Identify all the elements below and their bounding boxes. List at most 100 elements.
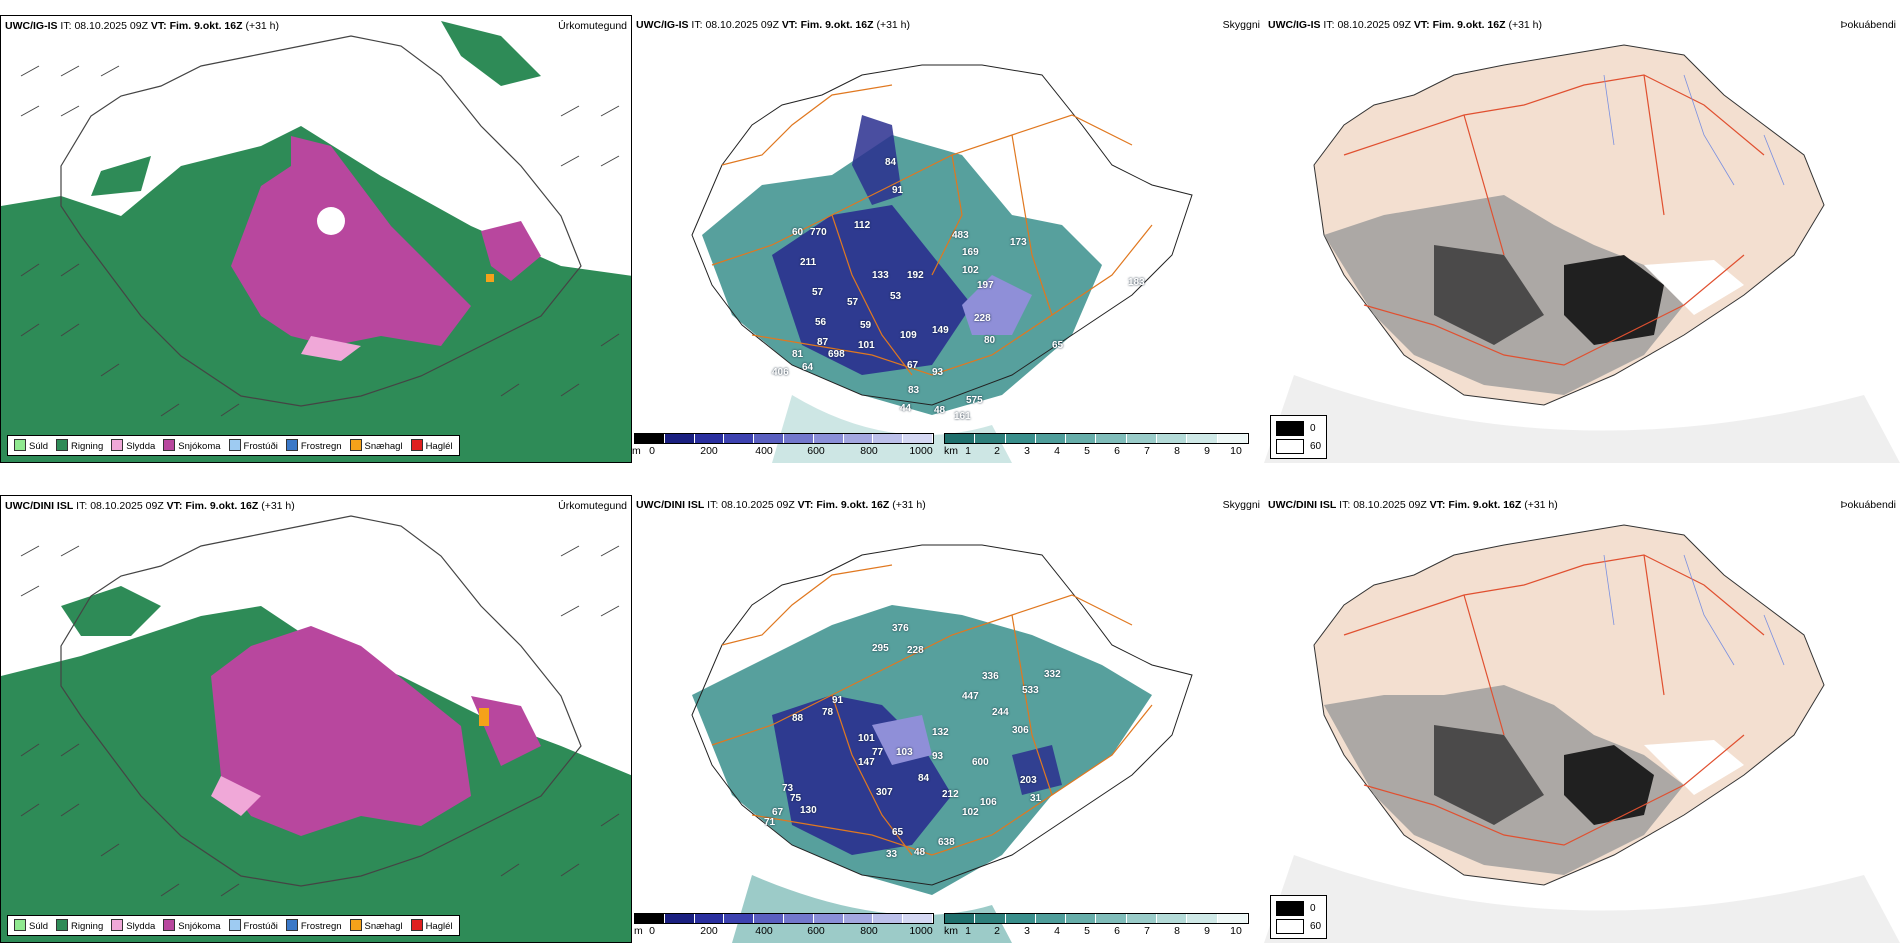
ceiling-label: 103 [896, 747, 913, 758]
ceiling-label: 112 [854, 220, 871, 231]
legend-hail: Haglél [410, 439, 453, 452]
panel-title: Úrkomutegund [558, 500, 627, 512]
snow-area [211, 626, 471, 836]
ceiling-label: 64 [802, 362, 814, 373]
ceiling-label: 78 [822, 707, 834, 718]
ceiling-label: 307 [876, 787, 893, 798]
legend-rain: Rigning [56, 919, 103, 932]
model-name: UWC/IG-IS [5, 20, 58, 32]
iceland-outline [60, 515, 582, 887]
legend-snow: Snjókoma [163, 439, 221, 452]
road-network [1343, 74, 1765, 366]
iceland-outline [691, 544, 1193, 886]
ceiling-label: 93 [932, 367, 944, 378]
panel-title: Skyggni [1222, 499, 1260, 511]
ceiling-label: 57 [847, 297, 859, 308]
legend-rain: Rigning [56, 439, 103, 452]
legend-freezing-rain: Frostregn [285, 919, 342, 932]
fog-clear-area [1644, 740, 1744, 795]
clear-spot [317, 207, 345, 235]
ceiling-label: 147 [858, 757, 875, 768]
panel-title: Þokuábendi [1840, 19, 1896, 31]
ceiling-label: 84 [885, 157, 897, 168]
valid-time: Fim. 9.okt. 16Z [185, 500, 259, 512]
legend-hail: Haglél [410, 919, 453, 932]
ceiling-label: 31 [1030, 793, 1042, 804]
ceiling-label: 575 [966, 395, 983, 406]
fog-dark-area [1564, 255, 1664, 345]
ceiling-unit: m [632, 445, 641, 457]
sea-fog [1264, 375, 1900, 463]
fog-map-svg [1264, 524, 1900, 943]
lead-time: (+31 h) [245, 20, 280, 32]
ceiling-label: 33 [886, 849, 898, 860]
rivers [1603, 74, 1785, 186]
ceiling-label: 406 [772, 367, 789, 378]
init-time: 08.10.2025 09Z [90, 500, 164, 512]
ceiling-label: 102 [962, 265, 979, 276]
ceiling-label: 211 [800, 257, 817, 268]
ceiling-label: 67 [907, 360, 919, 371]
snow-pellets-spot [479, 708, 489, 726]
ceiling-label: 228 [974, 313, 991, 324]
ceiling-label: 336 [982, 671, 999, 682]
ceiling-unit: m [634, 925, 643, 937]
map-header: UWC/IG-IS IT: 08.10.2025 09Z VT: Fim. 9.… [5, 20, 280, 32]
fog-index-map-dini: UWC/DINI ISL IT: 08.10.2025 09Z VT: Fim.… [1264, 495, 1900, 943]
ceiling-label: 212 [942, 789, 959, 800]
visibility-unit: km [944, 445, 958, 457]
ceiling-label: 87 [817, 337, 829, 348]
ceiling-label: 48 [914, 847, 926, 858]
ceiling-label: 53 [890, 291, 902, 302]
model-name: UWC/DINI ISL [5, 500, 74, 512]
sea-fog [1264, 855, 1900, 943]
ceiling-label: 91 [832, 695, 844, 706]
fog-dark-west [1434, 245, 1544, 345]
ceiling-label: 483 [952, 230, 969, 241]
ceiling-visibility-map-dini: UWC/DINI ISL IT: 08.10.2025 09Z VT: Fim.… [632, 495, 1264, 943]
road-network [1343, 554, 1765, 846]
road-network [711, 564, 1153, 856]
legend-freezing-rain: Frostregn [285, 439, 342, 452]
rivers [1603, 554, 1785, 666]
snow-area-east [481, 221, 541, 281]
ceiling-label: 101 [858, 340, 875, 351]
ceiling-label: 77 [872, 747, 884, 758]
ceiling-label: 106 [980, 797, 997, 808]
lead-time: (+31 h) [261, 500, 295, 512]
map-header: UWC/IG-IS IT: 08.10.2025 09Z VT: Fim. 9.… [636, 19, 911, 31]
ceiling-label: 81 [792, 349, 804, 360]
visibility-colorbar: km 1 2 3 4 5 6 7 8 9 10 [944, 433, 1249, 459]
ceiling-map-svg [691, 544, 1193, 943]
precip-type-map-igis: UWC/IG-IS IT: 08.10.2025 09Z VT: Fim. 9.… [0, 15, 632, 463]
ceiling-label: 91 [892, 185, 904, 196]
ceiling-label: 56 [815, 317, 827, 328]
legend-freezing-drizzle: Frostúði [228, 439, 278, 452]
ceiling-label: 149 [932, 325, 949, 336]
ceiling-label: 376 [892, 623, 909, 634]
ceiling-label: 48 [934, 405, 946, 416]
ceiling-label: 533 [1022, 685, 1039, 696]
ceiling-label: 57 [812, 287, 824, 298]
ceiling-label: 244 [992, 707, 1009, 718]
ceiling-label: 73 [782, 783, 794, 794]
panel-title: Úrkomutegund [558, 20, 627, 32]
visibility-colorbar: km 1 2 3 4 5 6 7 8 9 10 [944, 913, 1249, 939]
ceiling-label: 109 [900, 330, 917, 341]
precip-map-svg [1, 21, 631, 462]
fog-dark-area [1564, 745, 1654, 825]
map-header: UWC/DINI ISL IT: 08.10.2025 09Z VT: Fim.… [5, 500, 295, 512]
fog-legend: 0 60 [1270, 415, 1328, 459]
panel-title: Skyggni [1222, 19, 1260, 31]
init-time: 08.10.2025 09Z [74, 20, 148, 32]
ceiling-label: 60 [792, 227, 804, 238]
iceland-outline [691, 64, 1193, 406]
fog-legend: 0 60 [1270, 895, 1328, 939]
ceiling-label: 306 [1012, 725, 1029, 736]
ceiling-label: 102 [962, 807, 979, 818]
legend-drizzle: Súld [14, 919, 48, 932]
legend-snow-pellets: Snæhagl [349, 919, 403, 932]
ceiling-label: 228 [907, 645, 924, 656]
snow-area [231, 136, 471, 346]
ceiling-label: 59 [860, 320, 872, 331]
